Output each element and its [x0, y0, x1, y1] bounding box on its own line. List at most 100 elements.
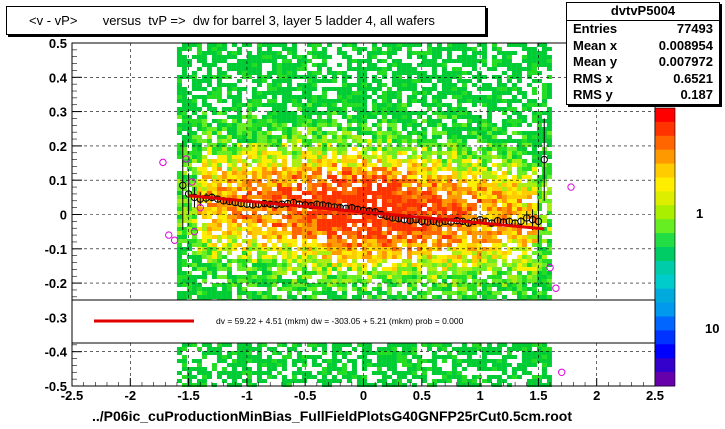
density-cell [516, 267, 522, 271]
density-cell [511, 83, 517, 87]
density-cell [196, 51, 202, 55]
density-cell [406, 223, 412, 227]
density-cell [396, 91, 402, 95]
density-cell [226, 131, 232, 135]
density-cell [481, 195, 487, 199]
density-cell [421, 63, 427, 67]
density-cell [311, 111, 317, 115]
density-cell [446, 215, 452, 219]
density-cell [401, 119, 407, 123]
density-cell [416, 51, 422, 55]
density-cell [446, 167, 452, 171]
density-cell [346, 143, 352, 147]
density-cell [196, 147, 202, 151]
density-cell [316, 155, 322, 159]
density-cell [326, 383, 332, 387]
density-cell [476, 123, 482, 127]
density-cell [536, 267, 542, 271]
density-cell [396, 199, 402, 203]
density-cell [176, 211, 182, 215]
density-cell [211, 255, 217, 259]
density-cell [356, 375, 362, 379]
density-cell [176, 283, 182, 287]
density-cell [236, 347, 242, 351]
density-cell [436, 111, 442, 115]
density-cell [486, 131, 492, 135]
density-cell [431, 187, 437, 191]
density-cell [391, 63, 397, 67]
density-cell [381, 267, 387, 271]
density-cell [356, 47, 362, 51]
density-cell [466, 79, 472, 83]
density-cell [376, 107, 382, 111]
density-cell [471, 359, 477, 363]
density-cell [331, 251, 337, 255]
density-cell [211, 351, 217, 355]
density-cell [511, 199, 517, 203]
density-cell [526, 175, 532, 179]
density-cell [226, 239, 232, 243]
density-cell [296, 367, 302, 371]
density-cell [286, 119, 292, 123]
density-cell [261, 283, 267, 287]
density-cell [526, 71, 532, 75]
density-cell [231, 175, 237, 179]
density-cell [451, 239, 457, 243]
density-cell [501, 187, 507, 191]
density-cell [546, 131, 552, 135]
density-cell [291, 235, 297, 239]
density-cell [331, 151, 337, 155]
density-cell [286, 287, 292, 291]
density-cell [176, 371, 182, 375]
density-cell [391, 371, 397, 375]
density-cell [536, 127, 542, 131]
density-cell [416, 139, 422, 143]
density-cell [301, 379, 307, 383]
density-cell [246, 135, 252, 139]
density-cell [256, 83, 262, 87]
density-cell [481, 295, 487, 299]
density-cell [261, 279, 267, 283]
density-cell [346, 103, 352, 107]
density-cell [481, 359, 487, 363]
density-cell [311, 215, 317, 219]
density-cell [446, 115, 452, 119]
density-cell [451, 251, 457, 255]
density-cell [191, 267, 197, 271]
density-cell [211, 191, 217, 195]
density-cell [211, 163, 217, 167]
density-cell [301, 143, 307, 147]
density-cell [396, 187, 402, 191]
density-cell [261, 263, 267, 267]
density-cell [376, 231, 382, 235]
density-cell [406, 347, 412, 351]
density-cell [511, 371, 517, 375]
density-cell [321, 287, 327, 291]
density-cell [316, 283, 322, 287]
density-cell [366, 255, 372, 259]
density-cell [181, 363, 187, 367]
density-cell [236, 131, 242, 135]
density-cell [461, 143, 467, 147]
density-cell [321, 251, 327, 255]
density-cell [236, 99, 242, 103]
density-cell [256, 231, 262, 235]
density-cell [406, 51, 412, 55]
density-cell [471, 259, 477, 263]
density-cell [221, 243, 227, 247]
density-cell [476, 155, 482, 159]
density-cell [281, 343, 287, 347]
density-cell [226, 263, 232, 267]
density-cell [541, 347, 547, 351]
density-cell [471, 231, 477, 235]
density-cell [231, 151, 237, 155]
density-cell [476, 251, 482, 255]
density-cell [361, 199, 367, 203]
density-cell [216, 191, 222, 195]
density-cell [486, 359, 492, 363]
density-cell [251, 147, 257, 151]
density-cell [341, 375, 347, 379]
density-cell [236, 291, 242, 295]
density-cell [341, 231, 347, 235]
density-cell [531, 99, 537, 103]
